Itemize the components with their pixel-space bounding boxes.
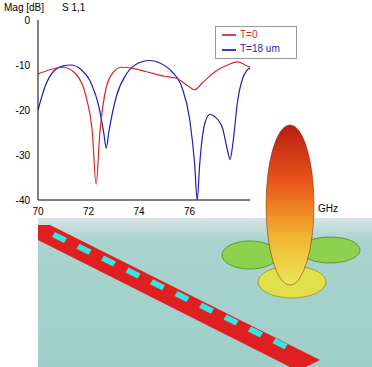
- svg-text:72: 72: [83, 206, 95, 217]
- html-text:Mag [dB]: Mag [dB]: [4, 2, 44, 13]
- svg-text:0: 0: [24, 15, 30, 26]
- svg-text:-30: -30: [16, 150, 31, 161]
- svg-text:70: 70: [32, 206, 44, 217]
- html-text:GHz: GHz: [318, 203, 338, 214]
- svg-text:-10: -10: [16, 60, 31, 71]
- html-text:T=0: T=0: [240, 29, 258, 40]
- svg-text:-20: -20: [16, 105, 31, 116]
- svg-text:-40: -40: [16, 195, 31, 206]
- html-text:T=18 um: T=18 um: [240, 43, 280, 55]
- html-text:S 1,1: S 1,1: [62, 2, 86, 13]
- svg-text:74: 74: [134, 206, 146, 217]
- svg-text:76: 76: [184, 206, 196, 217]
